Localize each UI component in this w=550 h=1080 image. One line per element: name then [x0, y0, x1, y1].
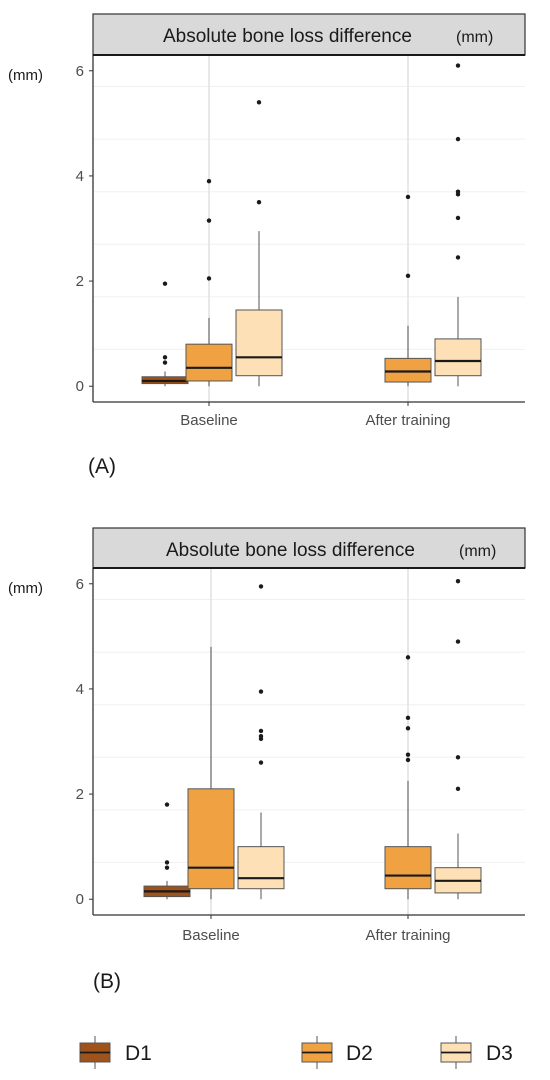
y-tick-label: 0	[76, 891, 84, 908]
y-tick-label: 6	[76, 63, 84, 80]
outlier-point	[455, 255, 461, 260]
outlier-point	[206, 218, 212, 223]
boxplot-D2-baseline	[187, 646, 235, 900]
box-iqr	[237, 846, 285, 890]
boxplot-D3-baseline	[237, 584, 285, 900]
outlier-point	[164, 860, 170, 865]
outlier-point	[162, 355, 168, 360]
outlier-point	[164, 865, 170, 870]
panel-a: 0 2 4 6 Baseline After training Absolute bone …	[8, 13, 526, 478]
y-tick-label: 0	[76, 378, 84, 395]
y-axis-label: (mm)	[8, 67, 43, 84]
outlier-point	[405, 715, 411, 721]
outlier-point	[405, 757, 411, 763]
x-tick-label: After training	[365, 412, 450, 429]
outlier-point	[455, 215, 461, 221]
legend-item-D1: D1	[79, 1036, 152, 1069]
outlier-point	[405, 655, 411, 660]
outlier-point	[455, 755, 461, 760]
outlier-point	[162, 360, 168, 365]
outlier-point	[258, 728, 264, 734]
outlier-point	[206, 178, 212, 184]
y-tick-label: 2	[76, 273, 84, 290]
outlier-point	[455, 136, 461, 142]
x-tick-label: Baseline	[180, 412, 238, 429]
box-iqr	[384, 846, 432, 890]
outlier-point	[455, 639, 461, 644]
legend-item-D3: D3	[440, 1036, 513, 1069]
outlier-point	[455, 189, 461, 194]
panel-label: (A)	[88, 455, 116, 478]
outlier-point	[258, 760, 264, 765]
boxplot-D1-baseline	[143, 802, 191, 900]
outlier-point	[256, 200, 262, 205]
box-iqr	[187, 788, 235, 890]
chart-title-unit: (mm)	[456, 29, 493, 46]
box-iqr	[434, 338, 482, 377]
outlier-point	[256, 100, 262, 105]
outlier-point	[405, 752, 411, 757]
facet-strip	[92, 13, 526, 56]
outlier-point	[162, 281, 168, 286]
boxplot-D2-baseline	[185, 178, 233, 387]
chart-title-unit: (mm)	[459, 543, 496, 560]
boxplot-D1-baseline	[141, 281, 189, 387]
boxplot-D3-after-training	[434, 578, 482, 900]
outlier-point	[405, 194, 411, 200]
y-tick-label: 2	[76, 786, 84, 803]
y-tick-label: 4	[76, 681, 84, 698]
outlier-point	[455, 578, 461, 584]
outlier-point	[258, 689, 264, 694]
box-iqr	[235, 309, 283, 377]
y-tick-label: 4	[76, 168, 84, 185]
panel-label: (B)	[93, 970, 121, 993]
legend-label: D3	[486, 1042, 513, 1065]
panel-b: 0 2 4 6 Baseline After training Absolute bone …	[8, 527, 526, 993]
outlier-point	[455, 63, 461, 68]
facet-strip	[92, 527, 526, 569]
legend-item-D2: D2	[301, 1036, 373, 1069]
plot-background	[93, 568, 525, 915]
boxplot-D2-after-training	[384, 655, 432, 900]
chart-title: Absolute bone loss difference	[163, 26, 412, 47]
boxplot-D3-after-training	[434, 63, 482, 387]
x-tick-label: After training	[365, 927, 450, 944]
box-iqr	[185, 343, 233, 382]
box-iqr	[384, 357, 432, 383]
outlier-point	[405, 726, 411, 731]
chart-title: Absolute bone loss difference	[166, 540, 415, 561]
x-tick-label: Baseline	[182, 927, 240, 944]
legend-label: D1	[125, 1042, 152, 1065]
legend: D1 D2 D3	[79, 1036, 513, 1069]
outlier-point	[164, 802, 170, 807]
y-axis-label: (mm)	[8, 580, 43, 597]
boxplot-D3-baseline	[235, 100, 283, 387]
outlier-point	[258, 734, 264, 739]
legend-label: D2	[346, 1042, 373, 1065]
y-tick-label: 6	[76, 576, 84, 593]
outlier-point	[258, 584, 264, 589]
outlier-point	[455, 786, 461, 792]
boxplot-D2-after-training	[384, 194, 432, 387]
outlier-point	[405, 273, 411, 279]
outlier-point	[206, 276, 212, 281]
